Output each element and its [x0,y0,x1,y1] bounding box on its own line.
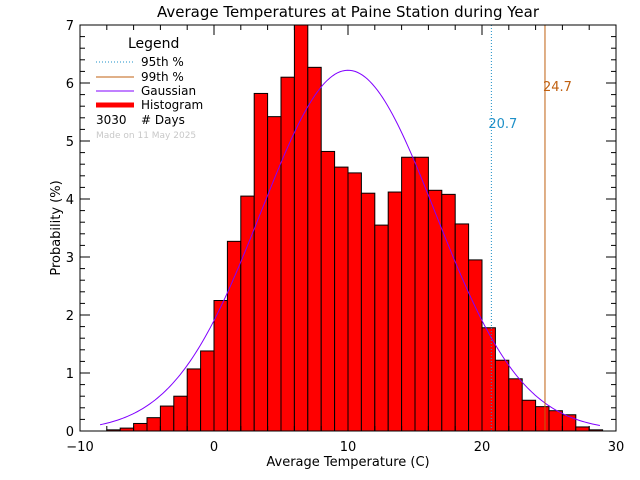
chart-title: Average Temperatures at Paine Station du… [157,3,540,21]
y-tick-label: 6 [66,77,74,92]
x-axis-label: Average Temperature (C) [266,455,429,470]
histogram-bar [481,327,496,432]
gaussian-curve-group [99,69,601,426]
x-tick-label: 0 [210,440,218,455]
legend-label-99th: 99th % [141,70,184,84]
legend-title: Legend [128,36,179,52]
histogram-bar [548,410,563,432]
histogram-bar [226,240,242,432]
x-tick-label: 20 [474,440,491,455]
histogram-bar [468,259,483,432]
x-tick-label: 10 [340,440,357,455]
histogram-bar [334,166,349,432]
y-tick-label: 2 [66,309,74,324]
histogram-bar [186,368,202,432]
y-tick-label: 5 [66,135,74,150]
histogram-bar [414,156,429,432]
histogram-bar [401,156,416,432]
x-tick-label: −10 [66,440,93,455]
histogram-bar [360,192,376,432]
histogram-bar [293,24,309,432]
legend-days-label: # Days [141,113,185,127]
y-tick-label: 4 [66,193,74,208]
x-tick-label: 30 [608,440,625,455]
y-tick-label: 0 [66,425,74,440]
y-axis-ticks: 0 1 2 3 4 5 6 7 [66,19,616,440]
histogram-bar [347,172,362,432]
y-tick-label: 1 [66,367,74,382]
histogram-bar [521,399,537,432]
histogram-bar [146,417,161,432]
x-axis-ticks: −10 0 10 20 30 [66,25,624,455]
histogram-bar [307,66,322,432]
histogram-bar [387,191,403,432]
histogram-bar [427,189,443,432]
histogram-bar [240,195,255,432]
histogram-bar [374,224,389,432]
histogram-bar [561,414,577,432]
p95-label: 20.7 [488,117,517,132]
histogram-bar [320,150,336,432]
histogram-bar [535,406,550,432]
legend-days-count: 3030 [96,113,127,127]
histogram-bar [267,116,282,432]
legend-label-gaussian: Gaussian [141,84,196,98]
histogram-bar [253,92,269,432]
percentile-lines: 20.7 24.7 [488,25,572,431]
histogram-bar [133,422,148,432]
histogram-bar [213,300,228,432]
histogram-bar [200,350,215,432]
histogram-bar [173,395,188,432]
histogram-bar [454,223,470,432]
made-on-note: Made on 11 May 2025 [96,131,196,141]
p99-label: 24.7 [543,80,572,95]
histogram-bar [494,359,510,432]
histogram-bar [441,193,456,432]
gaussian-curve [99,69,601,426]
histogram-bar [280,76,295,432]
legend-label-histogram: Histogram [141,98,203,112]
histogram-bar [159,405,175,432]
histogram-bar [508,378,523,432]
y-axis-label: Probability (%) [49,180,64,275]
y-tick-label: 7 [66,19,74,34]
legend-label-95th: 95th % [141,55,184,69]
legend: Legend 95th % 99th % Gaussian Histogram … [96,36,203,141]
histogram-bar [575,426,590,432]
y-tick-label: 3 [66,251,74,266]
